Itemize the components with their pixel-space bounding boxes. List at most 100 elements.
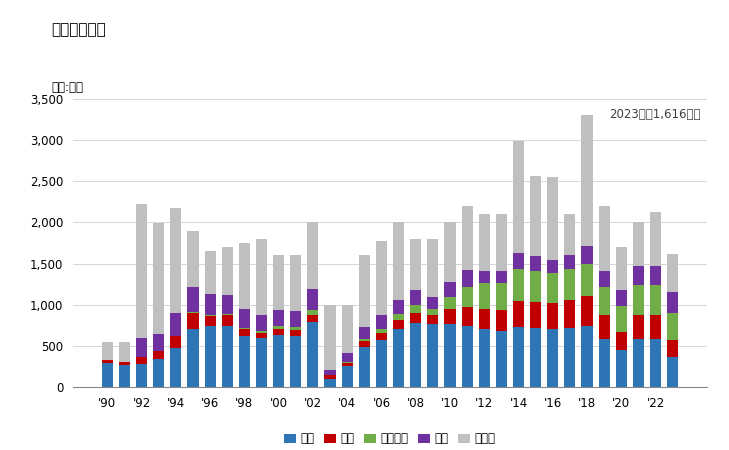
Bar bbox=[308, 289, 319, 310]
Bar bbox=[376, 333, 387, 340]
Bar bbox=[479, 271, 490, 284]
Bar bbox=[461, 326, 472, 387]
Bar bbox=[256, 331, 267, 333]
Bar bbox=[376, 315, 387, 329]
Bar bbox=[564, 300, 575, 328]
Bar bbox=[153, 359, 164, 387]
Bar bbox=[171, 336, 182, 348]
Bar bbox=[222, 326, 233, 387]
Bar bbox=[308, 322, 319, 387]
Bar bbox=[102, 360, 113, 363]
Bar bbox=[530, 256, 541, 271]
Bar bbox=[667, 313, 678, 340]
Bar bbox=[633, 339, 644, 387]
Bar bbox=[667, 292, 678, 313]
Bar bbox=[205, 315, 216, 316]
Bar bbox=[222, 295, 233, 314]
Bar bbox=[667, 340, 678, 356]
Bar bbox=[599, 315, 609, 339]
Bar bbox=[410, 313, 421, 323]
Bar bbox=[187, 287, 198, 312]
Bar bbox=[445, 283, 456, 297]
Bar bbox=[410, 305, 421, 313]
Bar bbox=[376, 340, 387, 387]
Bar bbox=[136, 204, 147, 338]
Bar bbox=[187, 329, 198, 387]
Bar bbox=[513, 253, 524, 269]
Bar bbox=[239, 328, 250, 329]
Bar bbox=[633, 285, 644, 315]
Bar bbox=[427, 324, 438, 387]
Bar bbox=[667, 254, 678, 292]
Bar bbox=[582, 264, 593, 297]
Bar bbox=[479, 328, 490, 387]
Bar bbox=[393, 222, 404, 300]
Bar bbox=[650, 339, 661, 387]
Bar bbox=[427, 239, 438, 297]
Bar bbox=[273, 329, 284, 335]
Bar bbox=[547, 260, 558, 273]
Bar bbox=[616, 350, 627, 387]
Bar bbox=[359, 346, 370, 387]
Bar bbox=[479, 214, 490, 271]
Bar bbox=[359, 339, 370, 341]
Bar bbox=[513, 302, 524, 327]
Bar bbox=[136, 338, 147, 356]
Bar bbox=[479, 284, 490, 309]
Bar bbox=[461, 270, 472, 287]
Bar bbox=[153, 223, 164, 334]
Bar bbox=[479, 309, 490, 328]
Bar bbox=[393, 300, 404, 314]
Text: 輸出量の推移: 輸出量の推移 bbox=[51, 22, 106, 37]
Bar bbox=[359, 255, 370, 327]
Bar bbox=[239, 329, 250, 336]
Bar bbox=[324, 379, 335, 387]
Bar bbox=[119, 365, 130, 387]
Bar bbox=[273, 326, 284, 329]
Bar bbox=[256, 315, 267, 331]
Bar bbox=[187, 312, 198, 313]
Bar bbox=[308, 221, 319, 289]
Bar bbox=[427, 315, 438, 324]
Bar bbox=[445, 297, 456, 309]
Bar bbox=[496, 271, 507, 284]
Bar bbox=[650, 212, 661, 266]
Bar bbox=[410, 290, 421, 305]
Bar bbox=[650, 285, 661, 315]
Bar bbox=[547, 329, 558, 387]
Bar bbox=[376, 329, 387, 333]
Bar bbox=[667, 356, 678, 387]
Bar bbox=[445, 309, 456, 324]
Bar bbox=[290, 311, 301, 327]
Bar bbox=[324, 375, 335, 379]
Bar bbox=[324, 370, 335, 375]
Bar bbox=[582, 116, 593, 246]
Bar bbox=[393, 320, 404, 329]
Bar bbox=[171, 313, 182, 336]
Bar bbox=[599, 271, 609, 287]
Bar bbox=[582, 297, 593, 326]
Bar bbox=[427, 297, 438, 309]
Bar bbox=[513, 141, 524, 253]
Bar bbox=[616, 290, 627, 306]
Bar bbox=[530, 328, 541, 387]
Bar bbox=[496, 284, 507, 310]
Bar bbox=[530, 176, 541, 256]
Bar bbox=[496, 214, 507, 271]
Bar bbox=[256, 333, 267, 338]
Text: 単位:万台: 単位:万台 bbox=[51, 81, 83, 94]
Bar bbox=[187, 231, 198, 287]
Bar bbox=[530, 302, 541, 328]
Bar bbox=[547, 303, 558, 329]
Bar bbox=[393, 314, 404, 320]
Bar bbox=[342, 366, 353, 387]
Bar bbox=[582, 246, 593, 264]
Bar bbox=[256, 239, 267, 315]
Bar bbox=[205, 326, 216, 387]
Bar bbox=[136, 356, 147, 364]
Bar bbox=[564, 269, 575, 300]
Bar bbox=[633, 266, 644, 285]
Bar bbox=[308, 315, 319, 322]
Bar bbox=[119, 342, 130, 362]
Bar bbox=[342, 305, 353, 353]
